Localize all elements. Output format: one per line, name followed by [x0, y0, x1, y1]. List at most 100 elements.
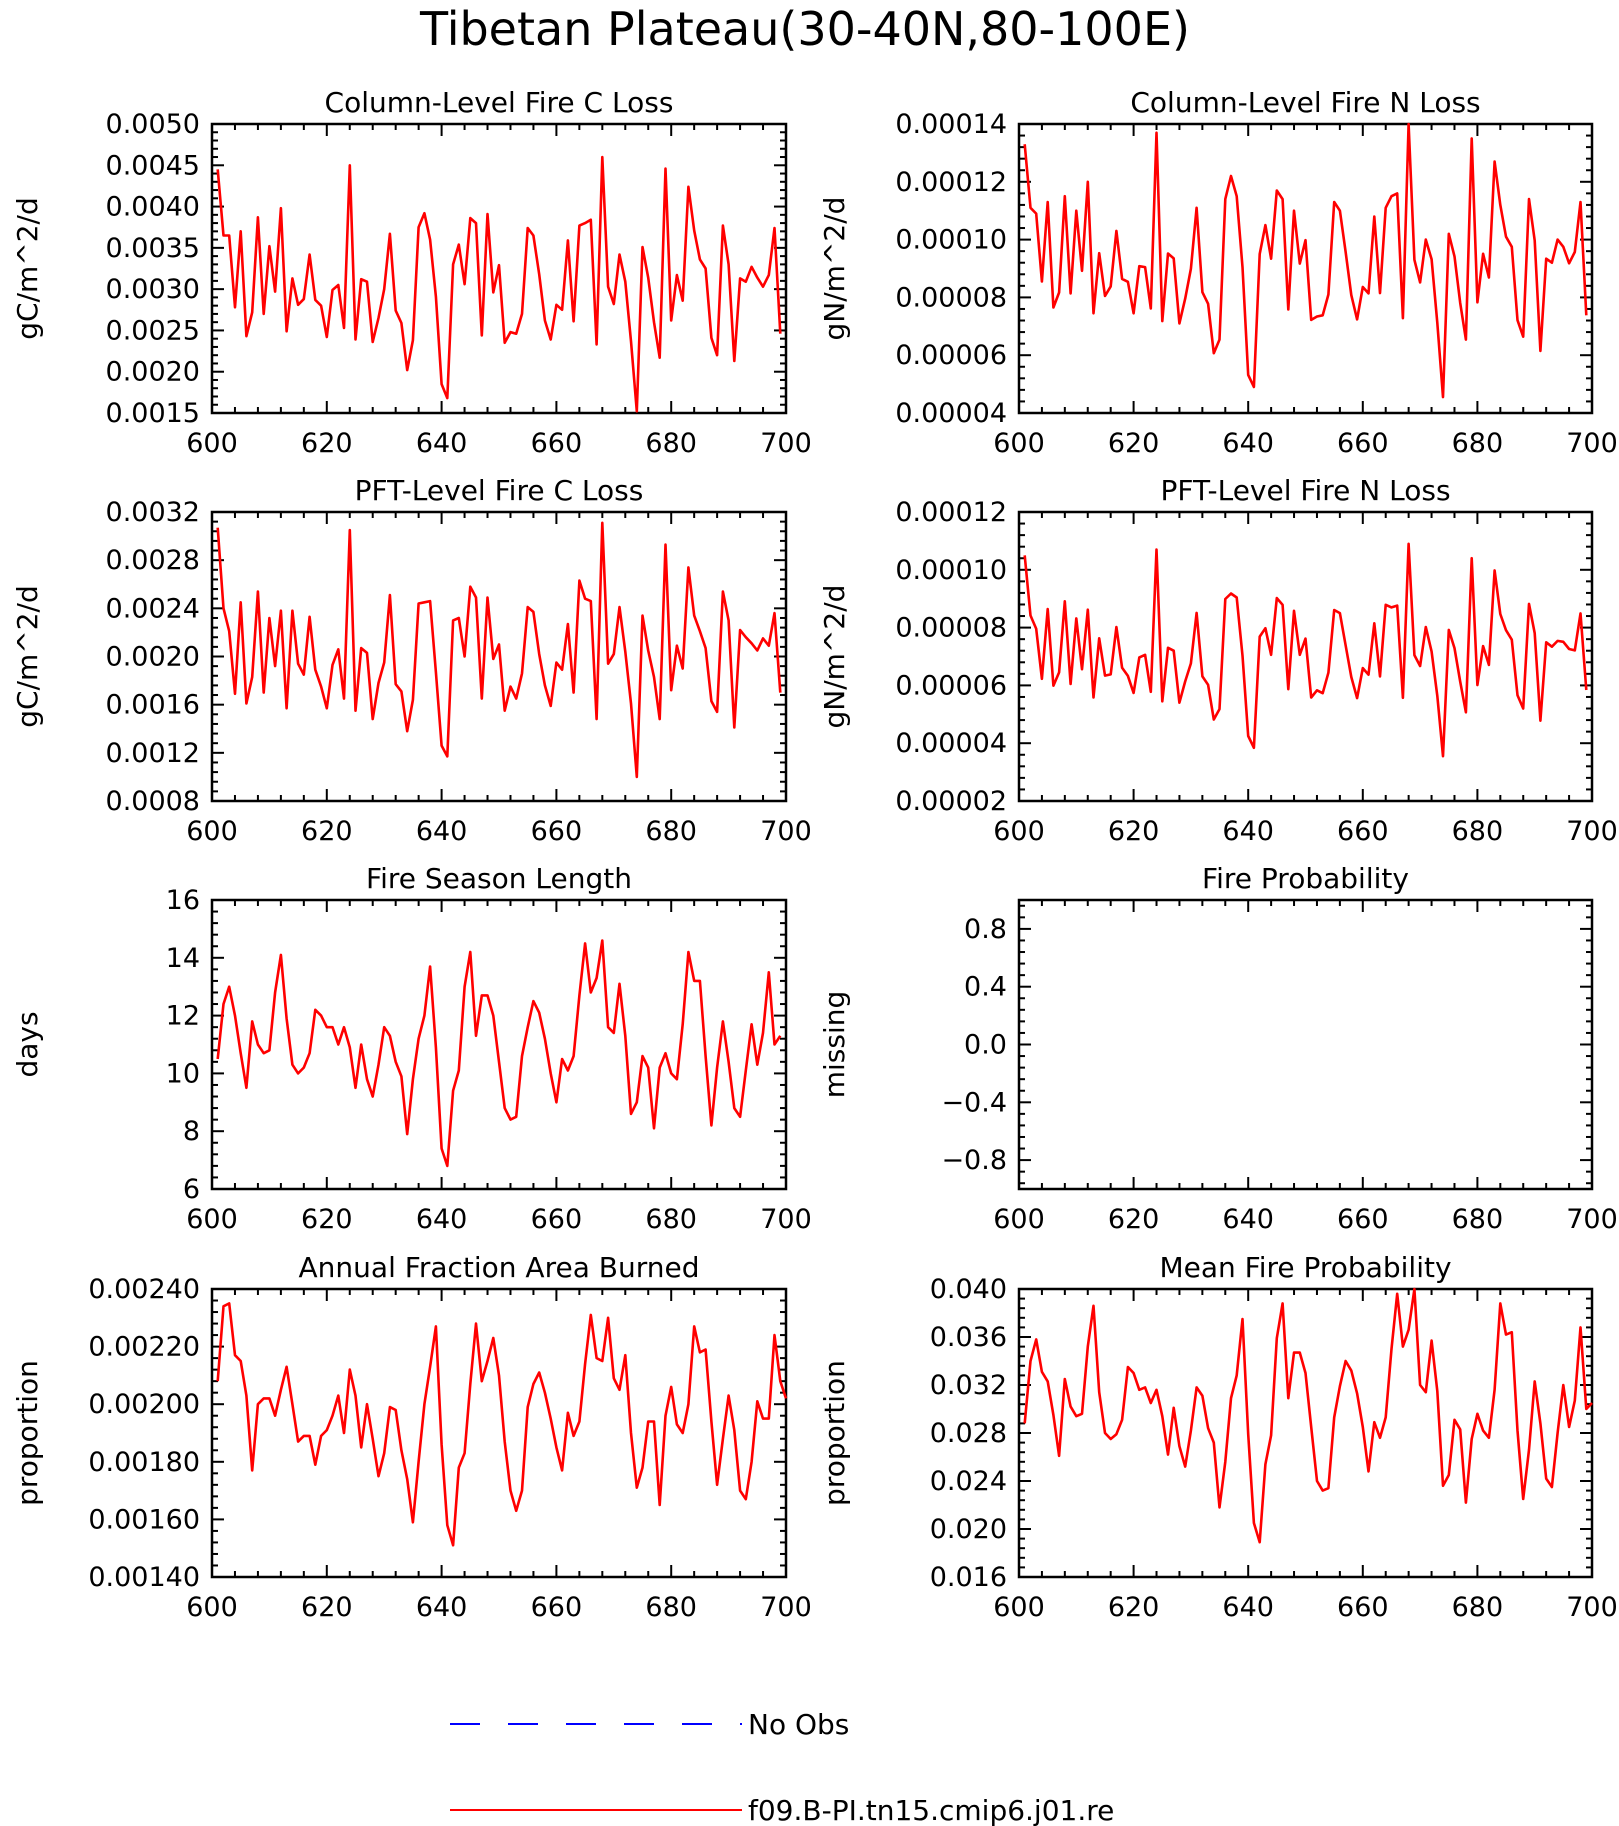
chart-panel: Annual Fraction Area Burned proportion 600… — [11, 1251, 812, 1623]
y-tick-label: 10 — [166, 1058, 200, 1089]
chart-panel: Fire Season Length days 600 620 640 660 680 700… — [11, 862, 812, 1235]
y-tick-label: 0.040 — [930, 1274, 1007, 1305]
x-tick-label: 640 — [416, 1592, 468, 1623]
x-tick-label: 620 — [301, 1592, 353, 1623]
y-tick-label: 0.00240 — [88, 1274, 200, 1305]
chart-panel: Mean Fire Probability proportion 600 620 640… — [818, 1251, 1618, 1623]
x-tick-label: 680 — [645, 816, 697, 847]
panel-title: Fire Probability — [1202, 862, 1409, 895]
chart-panel: PFT-Level Fire C Loss gC/m^2/d 600 620 640 66… — [11, 474, 812, 847]
x-tick-label: 600 — [993, 816, 1045, 847]
y-tick-label: 0.0008 — [106, 786, 200, 817]
x-tick-label: 600 — [186, 428, 238, 459]
panel-title: Fire Season Length — [366, 862, 632, 895]
y-tick-label: 0.0050 — [106, 109, 200, 140]
x-tick-label: 680 — [1452, 428, 1504, 459]
x-tick-label: 620 — [1108, 428, 1160, 459]
series-line — [1023, 1287, 1593, 1544]
y-tick-label: 0.0020 — [106, 357, 200, 388]
y-tick-label: −0.4 — [941, 1087, 1007, 1118]
series-line — [216, 521, 782, 779]
y-tick-label: 14 — [166, 943, 200, 974]
x-tick-label: 600 — [186, 816, 238, 847]
y-tick-label: 0.0045 — [106, 150, 200, 181]
y-tick-label: 0.024 — [930, 1466, 1007, 1497]
y-tick-label: 0.028 — [930, 1418, 1007, 1449]
panels: Column-Level Fire C Loss gC/m^2/d 600 620 64… — [11, 86, 1618, 1623]
x-tick-label: 680 — [645, 428, 697, 459]
x-tick-label: 620 — [1108, 1204, 1160, 1235]
plot-frame — [1017, 122, 1594, 415]
y-tick-label: 0.00006 — [895, 340, 1007, 371]
chart-panel: Column-Level Fire C Loss gC/m^2/d 600 620 64… — [11, 86, 812, 459]
y-tick-label: 0.00008 — [895, 282, 1007, 313]
y-tick-label: 0.8 — [964, 914, 1007, 945]
x-tick-label: 680 — [1452, 1592, 1504, 1623]
x-tick-label: 700 — [760, 1204, 812, 1235]
x-tick-label: 700 — [1566, 816, 1618, 847]
panel-title: PFT-Level Fire C Loss — [355, 474, 644, 507]
y-tick-label: 0.00002 — [895, 786, 1007, 817]
panel-title: Column-Level Fire N Loss — [1130, 86, 1480, 119]
y-tick-label: 0.4 — [964, 972, 1007, 1003]
y-tick-label: 0.0040 — [106, 192, 200, 223]
y-tick-label: 0.00010 — [895, 225, 1007, 256]
legend: No Obs f09.B-PI.tn15.cmip6.j01.re — [450, 1708, 1114, 1826]
y-tick-label: 0.00160 — [88, 1504, 200, 1535]
y-tick-label: 0.00008 — [895, 613, 1007, 644]
y-tick-label: 0.032 — [930, 1370, 1007, 1401]
x-tick-label: 620 — [301, 428, 353, 459]
x-tick-label: 680 — [1452, 816, 1504, 847]
y-tick-label: 0.00200 — [88, 1389, 200, 1420]
x-tick-label: 680 — [645, 1592, 697, 1623]
x-tick-label: 660 — [1337, 428, 1389, 459]
x-tick-label: 660 — [531, 816, 583, 847]
y-tick-label: 0.0015 — [106, 398, 200, 429]
x-tick-label: 660 — [1337, 1592, 1389, 1623]
x-tick-label: 700 — [760, 1592, 812, 1623]
plot-frame — [210, 898, 788, 1191]
y-tick-label: 0.020 — [930, 1514, 1007, 1545]
x-tick-label: 640 — [1222, 1592, 1274, 1623]
y-tick-label: 0.0028 — [106, 545, 200, 576]
y-tick-label: 8 — [183, 1116, 200, 1147]
x-tick-label: 640 — [1222, 428, 1274, 459]
x-tick-label: 680 — [645, 1204, 697, 1235]
x-tick-label: 600 — [993, 428, 1045, 459]
x-tick-label: 680 — [1452, 1204, 1504, 1235]
x-tick-label: 700 — [1566, 1204, 1618, 1235]
chart-panel: PFT-Level Fire N Loss gN/m^2/d 600 620 640 66… — [818, 474, 1618, 847]
x-tick-label: 700 — [1566, 1592, 1618, 1623]
panel-title: Mean Fire Probability — [1159, 1251, 1451, 1284]
y-tick-label: 0.00180 — [88, 1447, 200, 1478]
chart-panel: Fire Probability missing 600 620 640 660 680 70… — [818, 862, 1618, 1235]
series-line — [1023, 122, 1588, 399]
series-line — [1023, 542, 1588, 758]
y-tick-label: 0.0035 — [106, 233, 200, 264]
x-tick-label: 620 — [1108, 816, 1160, 847]
x-tick-label: 600 — [993, 1204, 1045, 1235]
y-axis-label: proportion — [818, 1360, 851, 1506]
panel-title: PFT-Level Fire N Loss — [1160, 474, 1450, 507]
y-tick-label: 0.00012 — [895, 497, 1007, 528]
x-tick-label: 660 — [1337, 816, 1389, 847]
y-tick-label: 0.0012 — [106, 738, 200, 769]
x-tick-label: 700 — [1566, 428, 1618, 459]
plot-frame — [210, 122, 788, 415]
y-axis-label: gC/m^2/d — [11, 197, 44, 340]
x-tick-label: 620 — [301, 1204, 353, 1235]
y-tick-label: 0.00006 — [895, 670, 1007, 701]
panel-title: Column-Level Fire C Loss — [325, 86, 674, 119]
panel-title: Annual Fraction Area Burned — [299, 1251, 700, 1284]
y-tick-label: 0.00010 — [895, 555, 1007, 586]
legend-model-label: f09.B-PI.tn15.cmip6.j01.re — [748, 1794, 1114, 1826]
x-tick-label: 640 — [416, 1204, 468, 1235]
x-tick-label: 620 — [1108, 1592, 1160, 1623]
series-line — [216, 939, 782, 1168]
series-line — [216, 1302, 788, 1547]
y-tick-label: 0.00012 — [895, 167, 1007, 198]
y-tick-label: 0.00220 — [88, 1332, 200, 1363]
x-tick-label: 600 — [186, 1592, 238, 1623]
x-tick-label: 640 — [416, 816, 468, 847]
x-tick-label: 660 — [531, 428, 583, 459]
